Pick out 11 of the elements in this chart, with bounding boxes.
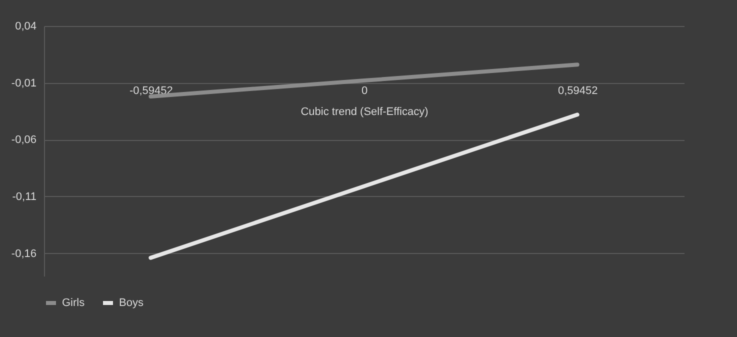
- y-tick-label: -0,06: [11, 134, 36, 146]
- x-tick-label: 0,59452: [558, 84, 598, 97]
- x-axis-title: Cubic trend (Self-Efficacy): [300, 106, 428, 118]
- legend-label: Boys: [119, 297, 144, 309]
- y-tick-label: -0,01: [11, 77, 36, 90]
- legend-label: Girls: [62, 297, 86, 309]
- y-tick-label: -0,16: [11, 248, 36, 260]
- y-tick-label: 0,04: [15, 20, 36, 32]
- y-tick-label: -0,11: [12, 190, 36, 203]
- x-tick-label: -0,59452: [129, 84, 173, 97]
- x-tick-label: 0: [361, 84, 368, 97]
